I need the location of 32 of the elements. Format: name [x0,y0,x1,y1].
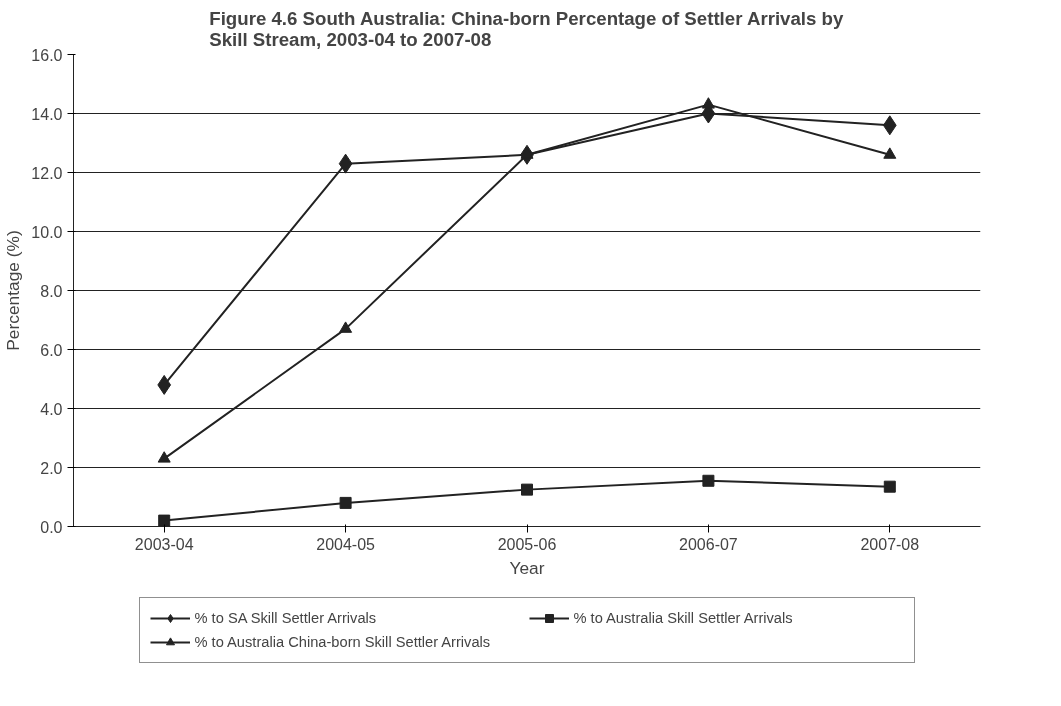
legend-label: % to Australia Skill Settler Arrivals [573,610,794,626]
x-tick-label: 2003-04 [134,535,194,553]
y-tick-label: 16.0 [31,46,63,64]
y-tick-label: 4.0 [40,400,63,418]
y-tick-label: 14.0 [31,105,63,123]
point [157,451,171,463]
point [701,97,715,109]
x-tick-label: 2007-08 [860,535,920,553]
y-tick-label: 0.0 [40,518,63,536]
y-tick-label: 6.0 [40,341,63,359]
point [702,474,715,487]
point [882,115,897,136]
y-tick-label: 2.0 [40,459,63,477]
point [521,483,533,496]
point [339,321,353,333]
chart-title: Figure 4.6 South Australia: China-born Percentage of Settler Arrivals by Skill Stream, 2003-04 to 2007-08 [209,7,844,50]
x-axis-title: Year [509,557,545,578]
y-tick-label: 8.0 [40,282,63,300]
point [158,514,171,527]
y-tick-label: 12.0 [31,164,63,182]
y-axis-title: Percentage (%) [3,230,24,351]
point [157,374,172,395]
x-tick-label: 2004-05 [316,535,376,553]
point [339,496,352,509]
y-tick-label: 10.0 [31,223,63,241]
legend-label: % to Australia China-born Skill Settler Arrivals [194,634,492,650]
point [338,153,353,174]
x-tick-label: 2006-07 [679,535,738,553]
legend-label: % to SA Skill Settler Arrivals [194,610,378,626]
x-tick-label: 2005-06 [497,535,557,553]
point [883,147,897,159]
point [883,480,896,493]
